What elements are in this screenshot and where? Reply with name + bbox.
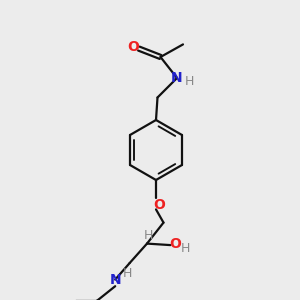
Text: N: N bbox=[110, 273, 121, 286]
Text: N: N bbox=[171, 71, 183, 85]
Text: H: H bbox=[181, 242, 190, 255]
Text: H: H bbox=[122, 267, 132, 280]
Text: H: H bbox=[144, 229, 153, 242]
Text: O: O bbox=[169, 237, 181, 251]
Text: O: O bbox=[154, 198, 166, 212]
Text: O: O bbox=[127, 40, 139, 54]
Text: H: H bbox=[185, 75, 194, 88]
